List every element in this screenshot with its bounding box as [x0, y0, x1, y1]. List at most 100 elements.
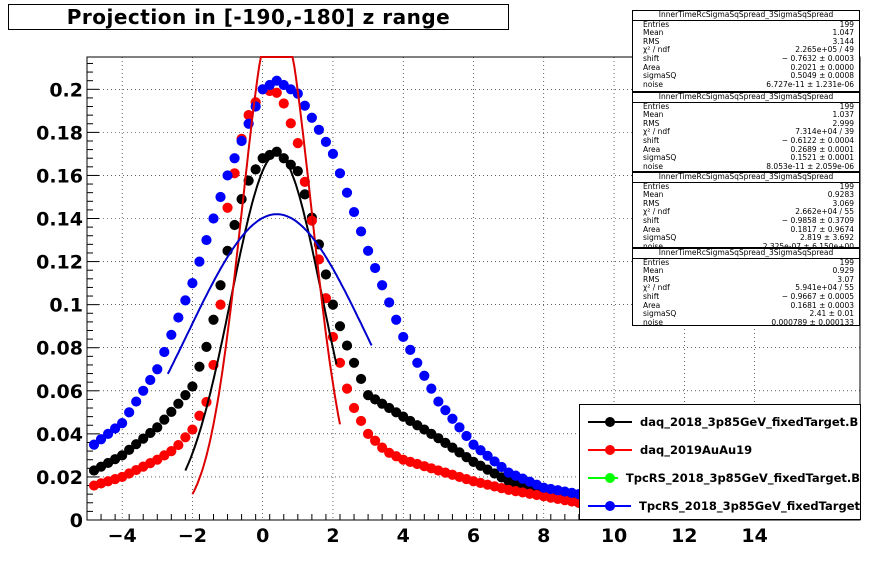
data-point — [166, 329, 177, 340]
stats-value: 3.144 — [832, 36, 854, 46]
stats-value: 1.047 — [832, 28, 854, 38]
data-point — [320, 136, 332, 147]
y-tick-label: 0.06 — [36, 381, 83, 403]
stats-row: RMS 3.069 — [633, 198, 859, 209]
stats-key: sigmaSQ — [643, 71, 677, 81]
stats-key: sigmaSQ — [643, 309, 677, 319]
stats-key: noise — [643, 161, 663, 171]
stats-row: Area 0.1681 ± 0.0003 — [633, 301, 859, 311]
data-point — [299, 189, 310, 200]
stats-value: − 0.7632 ± 0.0003 — [781, 53, 854, 63]
stats-row: RMS 2.999 — [633, 119, 859, 129]
stats-key: Mean — [643, 110, 664, 120]
data-point — [95, 434, 107, 445]
legend-entry: TpcRS_2018_3p85GeV_fixedTarget.B — [580, 467, 860, 489]
series-2 — [88, 84, 585, 508]
stats-value: 0.9283 — [827, 190, 854, 200]
data-point — [313, 124, 324, 135]
y-tick-label: 0.2 — [49, 79, 83, 101]
x-tick-label: 10 — [601, 525, 627, 547]
stats-value: 2.265e+05 / 49 — [795, 45, 854, 55]
data-point — [348, 357, 360, 368]
data-point — [320, 269, 332, 280]
x-tick-label: 0 — [256, 525, 269, 547]
stats-row: noise 2.325e-07 ± 6.150e+00 — [633, 241, 859, 248]
data-point — [327, 299, 339, 310]
data-point — [187, 381, 198, 392]
x-tick-label: 6 — [467, 525, 480, 547]
data-point — [222, 170, 233, 181]
stats-row: shift − 0.7632 ± 0.0003 — [633, 53, 859, 64]
data-point — [440, 405, 451, 416]
stats-value: 7.314e+04 / 39 — [795, 127, 854, 137]
data-point — [419, 370, 430, 381]
data-point — [117, 450, 128, 461]
data-point — [341, 383, 353, 394]
data-point — [138, 433, 149, 444]
legend-entry: daq_2018_3p85GeV_fixedTarget.B — [580, 411, 860, 433]
data-point — [447, 442, 458, 453]
stats-row: Entries 199 — [633, 20, 859, 30]
data-point — [398, 331, 409, 343]
data-point — [278, 98, 289, 109]
stats-key: noise — [643, 317, 663, 326]
stats-value: − 0.9858 ± 0.3709 — [781, 215, 854, 225]
series-4 — [88, 75, 585, 500]
data-point — [173, 439, 184, 451]
stats-row: shift − 0.9858 ± 0.3709 — [633, 215, 859, 226]
data-point — [384, 297, 395, 308]
y-tick-label: 0.14 — [36, 209, 83, 231]
stats-row: sigmaSQ 2.819 ± 3.692 — [633, 234, 859, 243]
data-point — [117, 417, 128, 429]
stats-row: χ² / ndf 2.662e+04 / 55 — [633, 208, 859, 217]
stats-key: shift — [643, 215, 660, 225]
data-point — [215, 299, 226, 310]
x-tick-label: 14 — [741, 525, 767, 547]
data-point — [362, 428, 374, 439]
stats-key: sigmaSQ — [643, 233, 677, 243]
chart-title: Projection in [-190,-180] z range — [8, 4, 509, 30]
data-point — [173, 312, 184, 323]
stats-value: 6.727e-11 ± 1.231e-06 — [766, 79, 854, 89]
data-point — [131, 439, 142, 450]
legend-label: daq_2019AuAu19 — [640, 443, 753, 457]
stats-row: Area 0.2689 ± 0.0001 — [633, 144, 859, 155]
data-point — [173, 398, 184, 409]
stats-key: χ² / ndf — [643, 127, 670, 137]
stats-value: 5.941e+04 / 55 — [795, 283, 854, 293]
y-tick-label: 0.16 — [36, 165, 83, 187]
stats-value: 0.2689 ± 0.0001 — [790, 144, 854, 154]
data-point — [180, 432, 191, 443]
stats-key: RMS — [643, 36, 660, 46]
data-point — [341, 187, 353, 198]
fit-curve-1 — [184, 152, 338, 471]
data-point — [102, 428, 114, 439]
stats-box-title: InnerTimeRcSigmaSqSpread_3SigmaSqSpread — [633, 11, 859, 21]
stats-row: χ² / ndf 2.265e+05 / 49 — [633, 46, 859, 55]
stats-row: noise 8.053e-11 ± 2.059e-06 — [633, 161, 859, 171]
stats-key: noise — [643, 241, 663, 248]
stats-row: sigmaSQ 2.41 ± 0.01 — [633, 310, 859, 319]
data-point — [348, 402, 360, 414]
data-point — [152, 422, 163, 433]
stats-row: RMS 3.144 — [633, 36, 859, 47]
stats-row: Area 0.1817 ± 0.9674 — [633, 225, 859, 235]
stats-value: 199 — [839, 257, 854, 267]
data-point — [426, 383, 437, 394]
stats-key: Area — [643, 144, 661, 154]
stats-value: 1.037 — [832, 110, 854, 120]
data-point — [145, 374, 156, 386]
stats-row: χ² / ndf 7.314e+04 / 39 — [633, 128, 859, 137]
stats-value: − 0.6122 ± 0.0004 — [781, 135, 854, 145]
stats-value: 3.069 — [832, 198, 854, 208]
stats-box: InnerTimeRcSigmaSqSpread_3SigmaSqSpread E… — [632, 10, 860, 92]
data-point — [433, 396, 444, 407]
stats-key: Mean — [643, 190, 664, 200]
data-point — [468, 439, 479, 450]
stats-key: Entries — [643, 101, 670, 111]
stats-value: 199 — [839, 101, 854, 111]
data-point — [377, 280, 388, 291]
data-point — [250, 164, 261, 175]
legend-marker — [580, 411, 640, 433]
stats-row: Mean 1.047 — [633, 29, 859, 38]
